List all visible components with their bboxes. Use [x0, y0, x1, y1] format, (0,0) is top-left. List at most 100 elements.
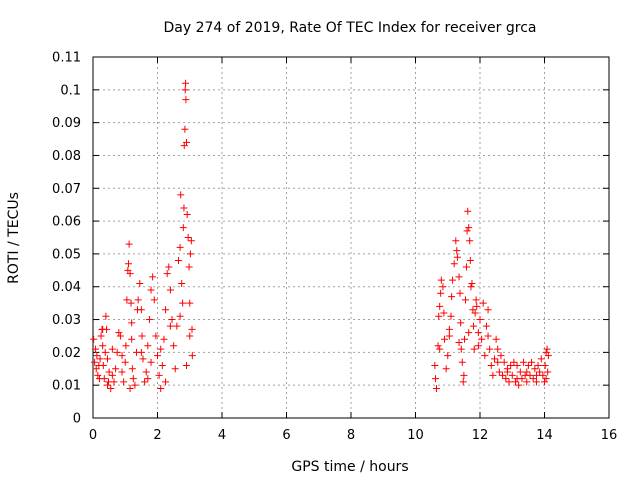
data-point: [502, 375, 510, 383]
data-point: [534, 361, 542, 369]
data-point: [160, 335, 168, 343]
data-points: [90, 79, 552, 392]
data-point: [120, 378, 128, 386]
data-point: [467, 283, 475, 291]
data-point: [178, 279, 186, 287]
data-point: [474, 342, 482, 350]
y-tick-label: 0.01: [52, 379, 81, 394]
data-point: [458, 358, 466, 366]
data-point: [505, 378, 513, 386]
data-point: [134, 296, 142, 304]
y-tick-label: 0.02: [52, 346, 81, 361]
data-point: [173, 322, 181, 330]
data-point: [94, 371, 102, 379]
data-point: [544, 352, 552, 360]
data-point: [470, 322, 478, 330]
data-point: [105, 368, 113, 376]
data-point: [165, 263, 173, 271]
data-point: [101, 348, 109, 356]
data-point: [145, 316, 153, 324]
data-point: [489, 371, 497, 379]
x-tick-label: 12: [472, 428, 489, 443]
data-point: [115, 329, 123, 337]
data-point: [472, 296, 480, 304]
data-point: [456, 289, 464, 297]
x-tick-label: 0: [89, 428, 97, 443]
data-point: [453, 247, 461, 255]
data-point: [126, 270, 134, 278]
data-point: [455, 273, 463, 281]
data-point: [99, 361, 107, 369]
data-point: [524, 361, 532, 369]
data-point: [532, 378, 540, 386]
data-point: [434, 342, 442, 350]
data-point: [487, 361, 495, 369]
data-point: [125, 240, 133, 248]
data-point: [184, 234, 192, 241]
data-point: [541, 361, 549, 369]
data-point: [526, 371, 534, 379]
y-tick-label: 0.1: [60, 83, 81, 98]
data-point: [529, 375, 537, 383]
data-point: [482, 322, 490, 330]
data-point: [137, 348, 145, 356]
data-point: [121, 358, 129, 366]
data-point: [513, 375, 521, 383]
data-point: [544, 368, 552, 376]
data-point: [131, 381, 139, 389]
data-point: [513, 361, 521, 369]
data-point: [440, 309, 448, 317]
data-point: [486, 345, 494, 353]
data-point: [531, 365, 539, 373]
data-point: [113, 348, 121, 356]
data-point: [137, 306, 145, 314]
data-point: [437, 289, 445, 297]
x-tick-label: 4: [218, 428, 226, 443]
data-point: [171, 365, 179, 373]
data-point: [96, 355, 104, 363]
data-point: [158, 361, 166, 369]
data-point: [183, 138, 191, 146]
y-tick-label: 0.07: [52, 182, 81, 197]
data-point: [176, 243, 184, 251]
y-tick-label: 0.06: [52, 215, 81, 230]
data-point: [123, 296, 131, 304]
data-point: [468, 279, 476, 287]
data-point: [542, 375, 550, 383]
data-point: [136, 279, 144, 287]
data-point: [437, 276, 445, 284]
data-point: [497, 352, 505, 360]
data-point: [185, 263, 193, 271]
data-point: [182, 79, 190, 87]
data-point: [441, 335, 449, 343]
data-point: [107, 384, 115, 392]
data-point: [154, 352, 161, 360]
data-point: [142, 368, 150, 376]
data-point: [128, 365, 136, 373]
data-point: [112, 365, 120, 373]
data-point: [104, 381, 112, 389]
data-point: [147, 286, 155, 294]
data-point: [494, 345, 502, 353]
data-point: [181, 125, 189, 133]
data-point: [170, 342, 178, 350]
x-tick-label: 10: [407, 428, 424, 443]
data-point: [445, 332, 453, 340]
data-point: [449, 276, 457, 284]
data-point: [144, 342, 152, 350]
data-point: [144, 375, 152, 383]
data-point: [152, 332, 160, 340]
data-point: [118, 352, 126, 360]
data-point: [543, 345, 551, 353]
data-point: [494, 358, 502, 366]
data-point: [455, 339, 463, 347]
data-point: [139, 355, 147, 363]
data-point: [102, 312, 110, 320]
y-tick-label: 0.05: [52, 247, 81, 262]
data-point: [484, 306, 492, 314]
data-point: [432, 384, 440, 392]
data-point: [104, 355, 112, 363]
data-point: [510, 358, 518, 366]
